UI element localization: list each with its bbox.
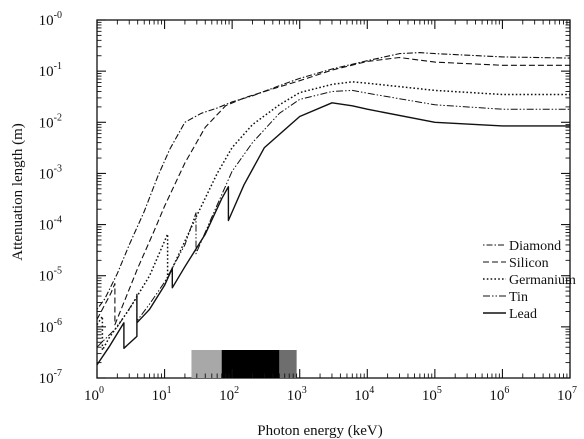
x-tick-label: 105 [422, 385, 442, 404]
y-tick-label: 10-5 [39, 266, 62, 285]
x-tick-label: 101 [152, 385, 172, 404]
series-lines [96, 52, 571, 366]
series-line-germanium [96, 81, 570, 351]
y-tick-label: 10-3 [39, 163, 62, 182]
legend-label-diamond: Diamond [509, 239, 561, 254]
y-tick-label: 10-7 [39, 368, 62, 387]
series-line-silicon [96, 56, 570, 326]
energy-band-1 [191, 350, 222, 378]
series-line-lead [96, 102, 570, 366]
energy-band-bar [191, 350, 297, 378]
axis-ticks: 100 101 102 103 104 105 106 107 10-0 10-1 10-2 10-3… [39, 10, 577, 404]
x-axis-label: Photon energy (keV) [257, 423, 383, 439]
series-line-tin [96, 89, 570, 348]
x-tick-label: 103 [287, 385, 307, 404]
y-tick-label: 10-0 [39, 10, 62, 29]
legend-label-silicon: Silicon [509, 256, 549, 271]
x-tick-label: 102 [219, 385, 239, 404]
y-tick-label: 10-2 [39, 112, 62, 131]
series-line-diamond [96, 52, 571, 310]
plot-area [96, 19, 571, 379]
y-tick-label: 10-6 [39, 317, 62, 336]
legend-label-germanium: Germanium [509, 273, 576, 288]
y-tick-label: 10-1 [39, 61, 62, 80]
energy-band-2 [221, 350, 280, 378]
x-tick-label: 107 [557, 385, 577, 404]
y-axis-label: Attenuation length (m) [10, 123, 26, 260]
plot-frame [96, 19, 571, 379]
x-tick-label: 104 [354, 385, 374, 404]
energy-band-3 [279, 350, 297, 378]
legend-label-lead: Lead [509, 307, 537, 322]
y-tick-label: 10-4 [39, 215, 62, 234]
legend: Diamond Silicon Germanium Tin Lead [483, 239, 576, 322]
x-tick-label: 106 [489, 385, 509, 404]
x-tick-label: 100 [84, 385, 104, 404]
legend-label-tin: Tin [509, 290, 528, 305]
